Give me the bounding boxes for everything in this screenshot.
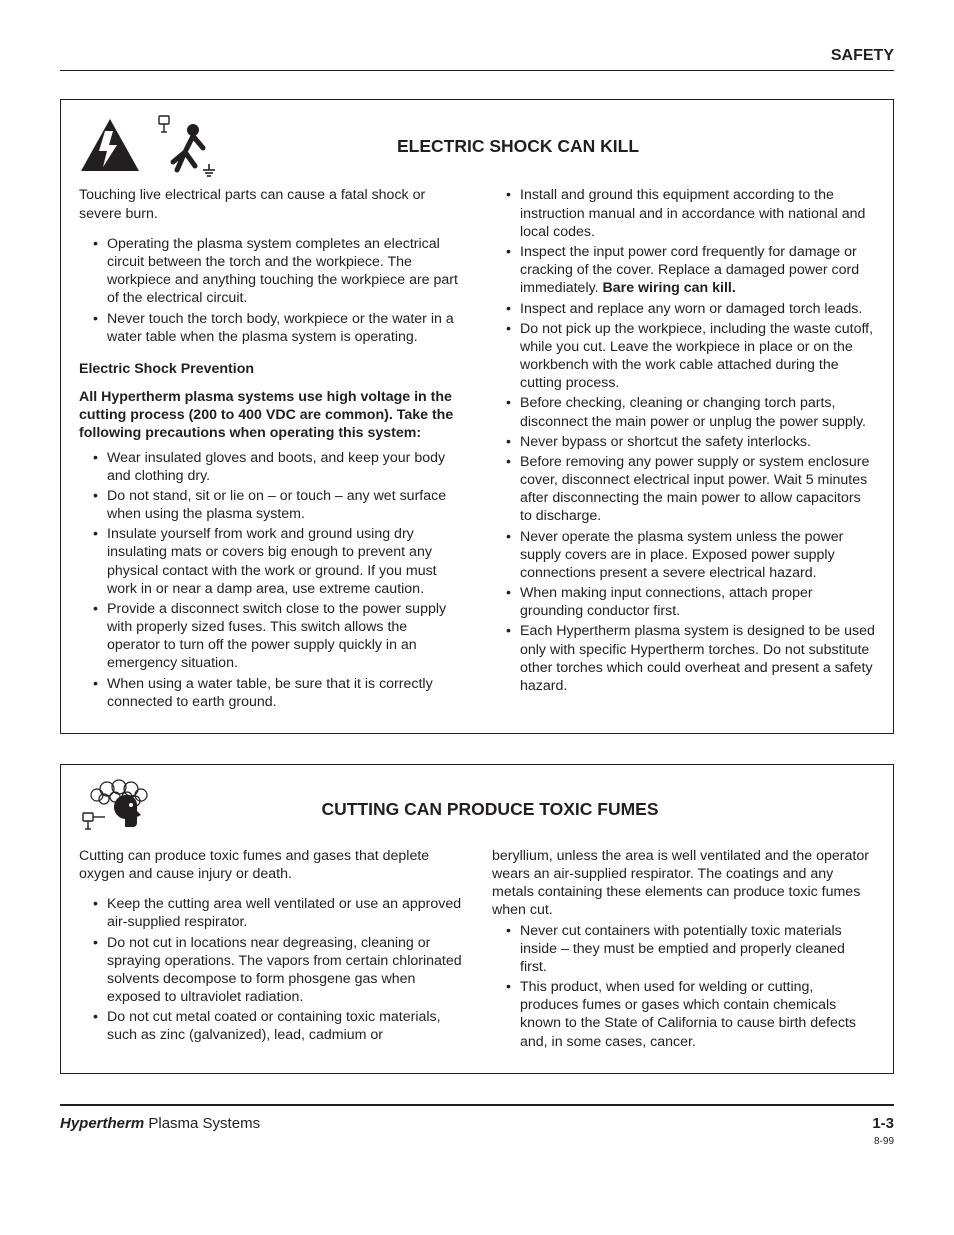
list-item: Do not cut metal coated or containing to… bbox=[93, 1008, 462, 1044]
list-item: Before removing any power supply or syst… bbox=[506, 453, 875, 526]
box2-left-column: Cutting can produce toxic fumes and gase… bbox=[79, 847, 462, 1053]
box1-left-list1: Operating the plasma system completes an… bbox=[79, 235, 462, 346]
doc-date: 8-99 bbox=[872, 1136, 894, 1149]
list-item: Install and ground this equipment accord… bbox=[506, 186, 875, 241]
list-item: Inspect the input power cord frequently … bbox=[506, 243, 875, 298]
list-item: Provide a disconnect switch close to the… bbox=[93, 600, 462, 673]
box2-left-list: Keep the cutting area well ventilated or… bbox=[79, 895, 462, 1044]
box2-right-continuation: beryllium, unless the area is well venti… bbox=[492, 847, 875, 920]
box1-intro: Touching live electrical parts can cause… bbox=[79, 186, 462, 222]
list-item: Insulate yourself from work and ground u… bbox=[93, 525, 462, 598]
list-item: Never cut containers with potentially to… bbox=[506, 922, 875, 977]
person-shock-icon bbox=[151, 112, 223, 180]
list-item: Do not pick up the workpiece, including … bbox=[506, 320, 875, 393]
box1-title: ELECTRIC SHOCK CAN KILL bbox=[241, 135, 875, 157]
list-item: This product, when used for welding or c… bbox=[506, 978, 875, 1051]
box2-title: CUTTING CAN PRODUCE TOXIC FUMES bbox=[185, 798, 875, 820]
box1-left-list2: Wear insulated gloves and boots, and kee… bbox=[79, 449, 462, 711]
box1-right-list: Install and ground this equipment accord… bbox=[492, 186, 875, 695]
list-item: Do not cut in locations near degreasing,… bbox=[93, 934, 462, 1007]
box2-intro: Cutting can produce toxic fumes and gase… bbox=[79, 847, 462, 883]
toxic-fumes-warning-box: CUTTING CAN PRODUCE TOXIC FUMES Cutting … bbox=[60, 764, 894, 1074]
list-item: Operating the plasma system completes an… bbox=[93, 235, 462, 308]
list-item: Keep the cutting area well ventilated or… bbox=[93, 895, 462, 931]
list-item: Inspect and replace any worn or damaged … bbox=[506, 300, 875, 318]
list-item: Do not stand, sit or lie on – or touch –… bbox=[93, 487, 462, 523]
list-item: Wear insulated gloves and boots, and kee… bbox=[93, 449, 462, 485]
page-header: SAFETY bbox=[60, 46, 894, 71]
footer-right: 1-3 8-99 bbox=[872, 1114, 894, 1149]
warning-header-row: ELECTRIC SHOCK CAN KILL bbox=[79, 112, 875, 180]
list-item: When using a water table, be sure that i… bbox=[93, 675, 462, 711]
page-footer: Hypertherm Plasma Systems 1-3 8-99 bbox=[60, 1104, 894, 1149]
list-item: When making input connections, attach pr… bbox=[506, 584, 875, 620]
list-item: Before checking, cleaning or changing to… bbox=[506, 394, 875, 430]
list-item: Each Hypertherm plasma system is designe… bbox=[506, 622, 875, 695]
box2-right-list: Never cut containers with potentially to… bbox=[492, 922, 875, 1051]
product-line: Plasma Systems bbox=[144, 1115, 260, 1132]
box2-columns: Cutting can produce toxic fumes and gase… bbox=[79, 847, 875, 1053]
warning-header-row-2: CUTTING CAN PRODUCE TOXIC FUMES bbox=[79, 777, 875, 841]
footer-left: Hypertherm Plasma Systems bbox=[60, 1114, 260, 1133]
box1-subhead: Electric Shock Prevention bbox=[79, 360, 462, 378]
box2-right-column: beryllium, unless the area is well venti… bbox=[492, 847, 875, 1053]
section-title: SAFETY bbox=[831, 47, 894, 64]
toxic-fumes-icon bbox=[79, 777, 167, 841]
list-item: Never operate the plasma system unless t… bbox=[506, 528, 875, 583]
box1-bold-para: All Hypertherm plasma systems use high v… bbox=[79, 388, 462, 443]
page-number: 1-3 bbox=[872, 1114, 894, 1133]
electric-shock-warning-box: ELECTRIC SHOCK CAN KILL Touching live el… bbox=[60, 99, 894, 733]
lightning-triangle-icon bbox=[79, 117, 141, 175]
box1-right-column: Install and ground this equipment accord… bbox=[492, 186, 875, 712]
list-item: Never bypass or shortcut the safety inte… bbox=[506, 433, 875, 451]
icon-group-2 bbox=[79, 777, 167, 841]
icon-group bbox=[79, 112, 223, 180]
box1-columns: Touching live electrical parts can cause… bbox=[79, 186, 875, 712]
brand-name: Hypertherm bbox=[60, 1115, 144, 1132]
box1-left-column: Touching live electrical parts can cause… bbox=[79, 186, 462, 712]
list-item: Never touch the torch body, workpiece or… bbox=[93, 310, 462, 346]
